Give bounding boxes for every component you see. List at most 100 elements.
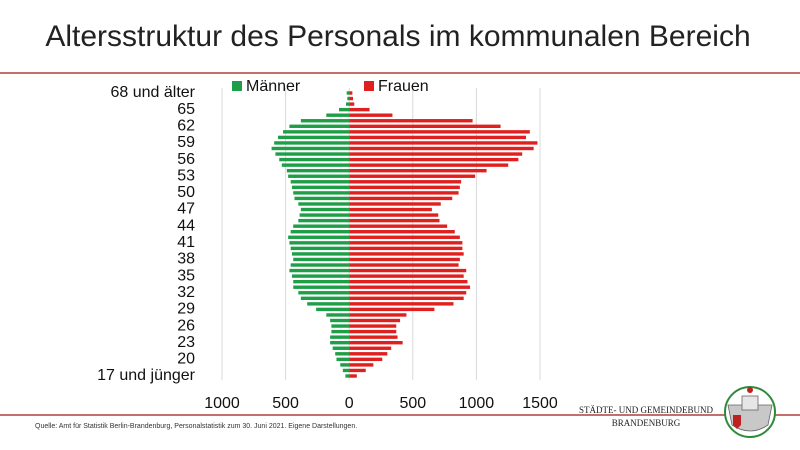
y-tick-label: 65 bbox=[177, 101, 195, 118]
bar bbox=[271, 146, 350, 151]
legend-swatch bbox=[232, 81, 242, 91]
bar bbox=[346, 102, 350, 106]
bar bbox=[349, 107, 370, 112]
bar bbox=[298, 202, 350, 206]
bar bbox=[289, 268, 350, 273]
bar bbox=[288, 235, 350, 239]
bar bbox=[289, 241, 350, 245]
bar bbox=[349, 274, 464, 278]
bar bbox=[291, 252, 350, 256]
bar bbox=[300, 119, 350, 123]
bar bbox=[349, 124, 501, 128]
y-tick-label: 26 bbox=[177, 317, 195, 334]
bar bbox=[290, 246, 350, 251]
y-tick-label: 17 und jünger bbox=[97, 367, 196, 384]
bar bbox=[349, 363, 374, 367]
bar bbox=[349, 291, 467, 295]
bar bbox=[293, 191, 350, 195]
y-tick-label: 20 bbox=[177, 351, 195, 368]
bar bbox=[289, 124, 350, 128]
bar bbox=[326, 313, 350, 317]
bar bbox=[293, 224, 350, 228]
bar bbox=[349, 302, 454, 306]
bar bbox=[330, 335, 350, 339]
bar bbox=[349, 91, 353, 95]
bar bbox=[349, 119, 473, 123]
y-tick-label: 53 bbox=[177, 167, 195, 184]
legend-label: Männer bbox=[246, 78, 301, 95]
source: Quelle: Amt für Statistik Berlin-Branden… bbox=[35, 423, 357, 430]
y-tick-label: 56 bbox=[177, 151, 195, 168]
y-tick-label: 38 bbox=[177, 251, 195, 268]
x-tick-label: 500 bbox=[272, 395, 299, 412]
y-tick-label: 35 bbox=[177, 267, 195, 284]
bar bbox=[349, 329, 397, 334]
bar bbox=[290, 230, 350, 234]
bar bbox=[349, 218, 440, 223]
bar bbox=[326, 113, 350, 117]
bar bbox=[349, 307, 435, 312]
bar bbox=[346, 91, 350, 95]
bar bbox=[332, 346, 350, 350]
bar bbox=[349, 357, 383, 362]
bar bbox=[300, 296, 350, 301]
bar bbox=[349, 180, 462, 184]
bar bbox=[330, 341, 350, 345]
bar bbox=[349, 224, 448, 228]
bar bbox=[349, 352, 388, 356]
y-tick-label: 59 bbox=[177, 134, 195, 151]
bar bbox=[291, 274, 350, 278]
logo-emblem bbox=[724, 386, 776, 438]
bar bbox=[274, 141, 350, 145]
bar bbox=[299, 213, 350, 217]
bar bbox=[293, 285, 350, 289]
bar bbox=[342, 368, 350, 373]
bar bbox=[349, 113, 393, 117]
bar bbox=[293, 257, 350, 262]
bar bbox=[330, 318, 350, 323]
bar bbox=[349, 318, 401, 323]
bar bbox=[300, 207, 350, 212]
bar bbox=[339, 107, 350, 112]
bar bbox=[349, 285, 471, 289]
bar bbox=[349, 335, 398, 339]
bar bbox=[281, 163, 350, 167]
bar bbox=[286, 168, 350, 173]
bar bbox=[349, 185, 460, 190]
logo-text: BRANDENBURG bbox=[612, 418, 681, 428]
bar bbox=[349, 341, 403, 345]
y-tick-label: 41 bbox=[177, 234, 195, 251]
bar bbox=[349, 268, 467, 273]
bar bbox=[349, 202, 441, 206]
y-tick-label: 68 und älter bbox=[110, 84, 195, 101]
bar bbox=[340, 363, 350, 367]
y-tick-label: 44 bbox=[177, 217, 195, 234]
bar bbox=[283, 130, 350, 134]
bar bbox=[277, 135, 350, 140]
bar bbox=[349, 263, 459, 267]
bar bbox=[349, 346, 392, 350]
y-tick-label: 23 bbox=[177, 334, 195, 351]
bar bbox=[345, 374, 350, 378]
bar bbox=[349, 135, 527, 140]
bar bbox=[349, 152, 523, 156]
bar bbox=[349, 324, 397, 328]
bar bbox=[349, 174, 476, 178]
y-tick-label: 47 bbox=[177, 201, 195, 218]
bar bbox=[331, 324, 350, 328]
bar bbox=[336, 357, 350, 362]
bar bbox=[349, 96, 354, 101]
x-tick-label: 1000 bbox=[459, 395, 495, 412]
y-tick-label: 29 bbox=[177, 301, 195, 318]
bar bbox=[349, 246, 463, 251]
bar bbox=[349, 130, 530, 134]
bar bbox=[294, 196, 350, 201]
x-tick-label: 1500 bbox=[522, 395, 558, 412]
bar bbox=[349, 102, 355, 106]
x-tick-label: 500 bbox=[399, 395, 426, 412]
bar bbox=[349, 313, 407, 317]
chart-title: Altersstruktur des Personals im kommunal… bbox=[45, 20, 750, 53]
bar bbox=[293, 279, 350, 284]
bar bbox=[349, 241, 463, 245]
